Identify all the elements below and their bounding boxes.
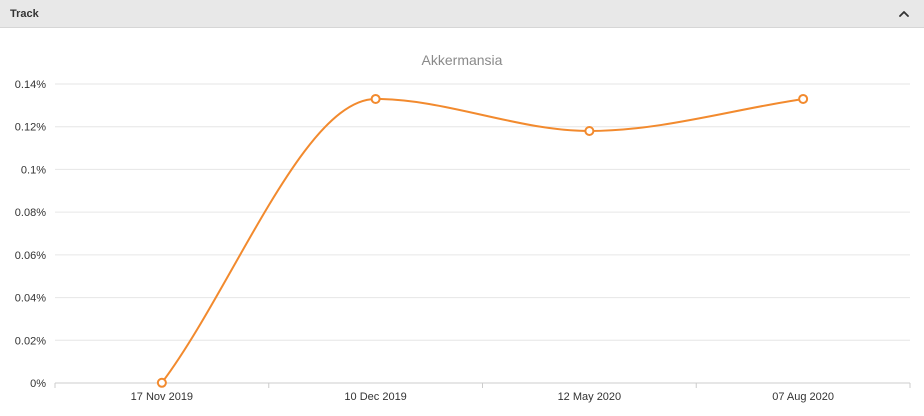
x-tick-label: 07 Aug 2020: [772, 391, 834, 403]
y-tick-label: 0.08%: [15, 207, 46, 219]
x-axis: [54, 382, 911, 388]
y-tick-label: 0.14%: [15, 79, 46, 91]
series-akkermansia: [156, 93, 809, 388]
data-point[interactable]: [584, 125, 595, 136]
x-axis-tick-labels: 17 Nov 2019 10 Dec 2019 12 May 2020 07 Aug …: [131, 391, 834, 403]
panel-header[interactable]: Track: [0, 0, 924, 28]
chart-title: Akkermansia: [422, 52, 503, 68]
data-point[interactable]: [370, 93, 381, 104]
panel-title: Track: [10, 7, 39, 20]
line-chart: 0% 0.02% 0.04% 0.06% 0.08% 0.1% 0.12% 0.14% 17 …: [15, 52, 911, 403]
x-tick-label: 10 Dec 2019: [344, 391, 406, 403]
y-tick-label: 0%: [30, 378, 46, 390]
y-tick-label: 0.06%: [15, 250, 46, 262]
series-line: [161, 97, 804, 384]
x-tick-label: 17 Nov 2019: [131, 391, 193, 403]
y-tick-label: 0.12%: [15, 122, 46, 134]
chevron-up-icon[interactable]: [896, 6, 912, 22]
y-tick-label: 0.04%: [15, 293, 46, 305]
y-tick-label: 0.1%: [21, 164, 46, 176]
chart-area: 0% 0.02% 0.04% 0.06% 0.08% 0.1% 0.12% 0.14% 17 …: [0, 28, 924, 411]
grid-lines: [55, 83, 910, 341]
y-axis-tick-labels: 0% 0.02% 0.04% 0.06% 0.08% 0.1% 0.12% 0.14%: [15, 79, 46, 390]
y-tick-label: 0.02%: [15, 335, 46, 347]
data-point[interactable]: [798, 93, 809, 104]
data-point[interactable]: [156, 377, 167, 388]
x-tick-label: 12 May 2020: [558, 391, 622, 403]
